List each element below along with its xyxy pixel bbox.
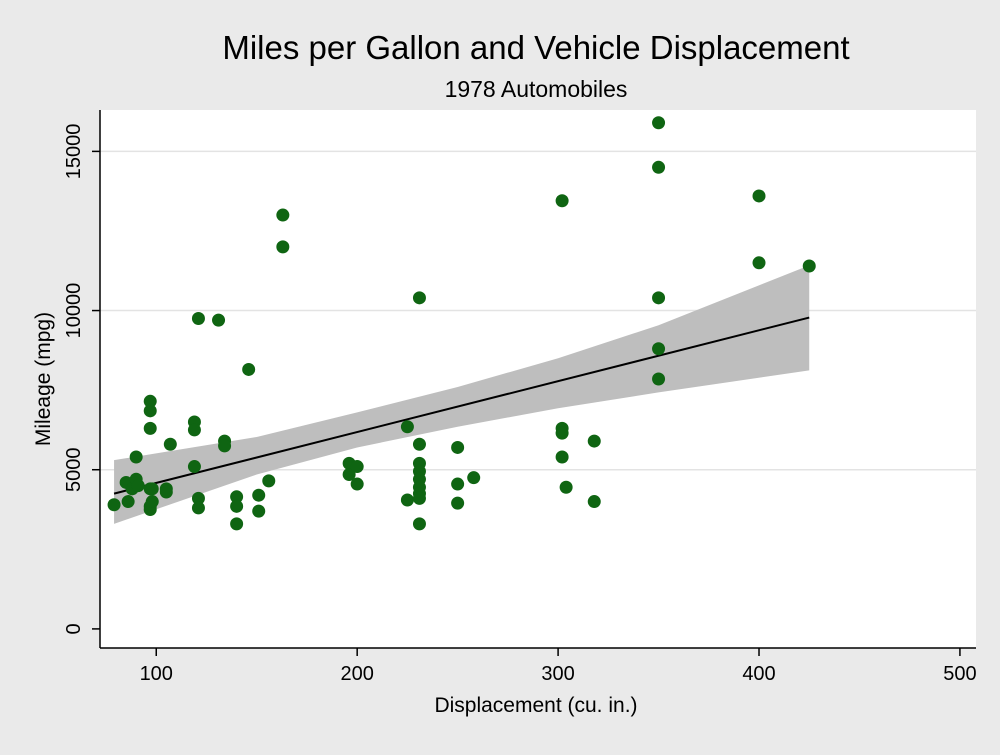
data-point — [107, 498, 121, 512]
fit-line — [113, 316, 810, 495]
data-points — [107, 116, 816, 531]
data-point — [159, 485, 173, 499]
data-point — [555, 194, 569, 208]
data-point — [218, 439, 232, 453]
data-point — [587, 434, 601, 448]
fit-line-layer — [113, 316, 810, 495]
data-point — [412, 491, 426, 505]
data-point — [451, 440, 465, 454]
data-point — [163, 437, 177, 451]
data-point — [350, 460, 364, 474]
data-point — [145, 495, 159, 509]
data-point — [145, 482, 159, 496]
data-point — [555, 426, 569, 440]
data-point — [400, 493, 414, 507]
data-point — [752, 189, 766, 203]
data-point — [451, 477, 465, 491]
x-tick-label: 400 — [742, 663, 775, 685]
data-point — [276, 240, 290, 254]
data-point — [412, 517, 426, 531]
data-point — [652, 291, 666, 305]
data-point — [187, 423, 201, 437]
data-point — [342, 468, 356, 482]
data-point — [652, 372, 666, 386]
chart-subtitle: 1978 Automobiles — [445, 76, 628, 102]
confidence-band-layer — [114, 265, 810, 524]
data-point — [129, 450, 143, 464]
data-point — [652, 342, 666, 356]
x-tick-label: 100 — [140, 663, 173, 685]
data-point — [752, 256, 766, 270]
data-point — [212, 313, 226, 327]
data-point — [121, 495, 135, 509]
data-point — [559, 480, 573, 494]
data-point — [187, 460, 201, 474]
data-point — [252, 504, 266, 518]
data-point — [412, 437, 426, 451]
data-point — [191, 312, 205, 326]
x-tick-label: 500 — [943, 663, 976, 685]
data-point — [587, 495, 601, 509]
data-point — [400, 420, 414, 434]
data-point — [412, 291, 426, 305]
data-point — [143, 404, 157, 418]
y-axis-label: Mileage (mpg) — [32, 312, 55, 446]
data-point — [143, 421, 157, 435]
data-point — [230, 517, 244, 531]
data-point — [652, 116, 666, 130]
x-axis-label: Displacement (cu. in.) — [434, 694, 637, 717]
y-tick-label: 15000 — [63, 124, 85, 180]
data-point — [467, 471, 481, 485]
data-point — [230, 490, 244, 504]
y-tick-label: 10000 — [63, 283, 85, 339]
x-tick-label: 300 — [541, 663, 574, 685]
y-tick-label: 0 — [63, 623, 85, 634]
data-point — [252, 488, 266, 502]
data-point — [451, 496, 465, 510]
data-point — [131, 479, 145, 493]
data-point — [276, 208, 290, 222]
data-point — [262, 474, 276, 488]
data-point — [191, 501, 205, 515]
data-point — [652, 160, 666, 174]
data-point — [242, 362, 256, 376]
data-point — [191, 491, 205, 505]
data-point — [802, 259, 816, 273]
confidence-band — [114, 265, 810, 524]
x-tick-label: 200 — [340, 663, 373, 685]
data-point — [143, 394, 157, 408]
data-point — [230, 499, 244, 513]
chart-title: Miles per Gallon and Vehicle Displacemen… — [222, 29, 849, 66]
y-tick-label: 5000 — [63, 447, 85, 492]
data-point — [555, 450, 569, 464]
data-point — [350, 477, 364, 491]
